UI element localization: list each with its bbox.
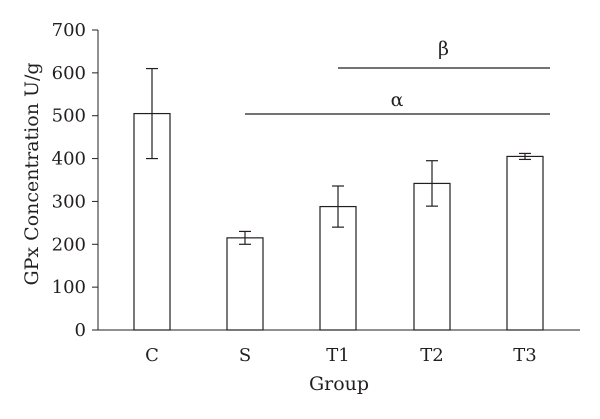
y-tick-label: 200 xyxy=(52,234,86,255)
y-axis-title: GPx Concentration U/g xyxy=(21,62,43,285)
y-tick-label: 700 xyxy=(52,20,86,41)
x-tick-label: T1 xyxy=(326,345,349,366)
y-axis: 0 100 200 300 400 500 600 700 xyxy=(52,20,99,341)
x-tick-label: T3 xyxy=(513,345,536,366)
x-tick-label: S xyxy=(239,345,251,366)
y-tick-label: 400 xyxy=(52,149,86,170)
y-tick-label: 500 xyxy=(52,106,86,127)
bar xyxy=(226,237,264,331)
y-tick-label: 0 xyxy=(75,320,86,341)
bar xyxy=(506,155,544,331)
x-tick-label: T2 xyxy=(420,345,443,366)
significance-label: α xyxy=(391,89,404,111)
y-tick-label: 600 xyxy=(52,63,86,84)
significance-label: β xyxy=(438,38,449,60)
x-axis-title: Group xyxy=(309,373,369,395)
y-tick-label: 100 xyxy=(52,277,86,298)
bar xyxy=(413,182,451,331)
annotations: βα xyxy=(245,38,550,115)
x-tick-label: C xyxy=(145,345,159,366)
y-tick-label: 300 xyxy=(52,191,86,212)
x-axis: C S T1 T2 T3 xyxy=(98,329,580,366)
bars xyxy=(133,67,544,331)
